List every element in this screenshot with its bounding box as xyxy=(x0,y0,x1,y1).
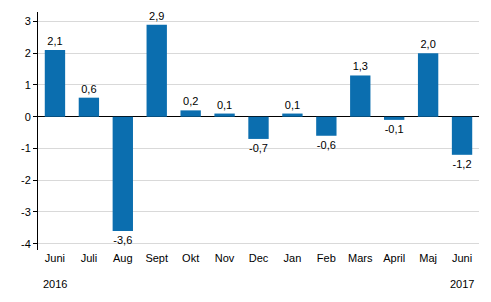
svg-text:-0,1: -0,1 xyxy=(385,123,404,135)
svg-text:Juli: Juli xyxy=(81,252,98,264)
svg-text:-2: -2 xyxy=(21,174,31,186)
svg-text:2,1: 2,1 xyxy=(47,35,62,47)
svg-text:3: 3 xyxy=(25,15,31,27)
svg-text:Nov: Nov xyxy=(215,252,235,264)
svg-text:Feb: Feb xyxy=(317,252,336,264)
svg-text:Juni: Juni xyxy=(452,252,472,264)
svg-text:-3,6: -3,6 xyxy=(113,234,132,246)
svg-text:0,1: 0,1 xyxy=(217,99,232,111)
svg-text:2017: 2017 xyxy=(450,278,474,290)
svg-text:0,2: 0,2 xyxy=(183,95,198,107)
svg-text:Dec: Dec xyxy=(249,252,269,264)
svg-text:Mars: Mars xyxy=(348,252,373,264)
svg-text:Jan: Jan xyxy=(284,252,302,264)
svg-text:2,0: 2,0 xyxy=(420,38,435,50)
svg-text:0: 0 xyxy=(25,111,31,123)
svg-text:-0,7: -0,7 xyxy=(249,142,268,154)
svg-text:Okt: Okt xyxy=(182,252,199,264)
svg-text:-1,2: -1,2 xyxy=(453,158,472,170)
svg-text:Sept: Sept xyxy=(145,252,168,264)
svg-text:0,6: 0,6 xyxy=(81,83,96,95)
svg-text:0,1: 0,1 xyxy=(285,99,300,111)
svg-text:2: 2 xyxy=(25,47,31,59)
svg-text:Aug: Aug xyxy=(113,252,133,264)
svg-text:1: 1 xyxy=(25,79,31,91)
svg-text:-4: -4 xyxy=(21,238,31,250)
svg-text:April: April xyxy=(383,252,405,264)
svg-text:Maj: Maj xyxy=(419,252,437,264)
svg-text:-1: -1 xyxy=(21,142,31,154)
svg-text:2016: 2016 xyxy=(43,278,67,290)
svg-text:1,3: 1,3 xyxy=(353,60,368,72)
svg-text:-3: -3 xyxy=(21,206,31,218)
svg-text:2,9: 2,9 xyxy=(149,10,164,22)
svg-text:Juni: Juni xyxy=(45,252,65,264)
svg-text:-0,6: -0,6 xyxy=(317,139,336,151)
